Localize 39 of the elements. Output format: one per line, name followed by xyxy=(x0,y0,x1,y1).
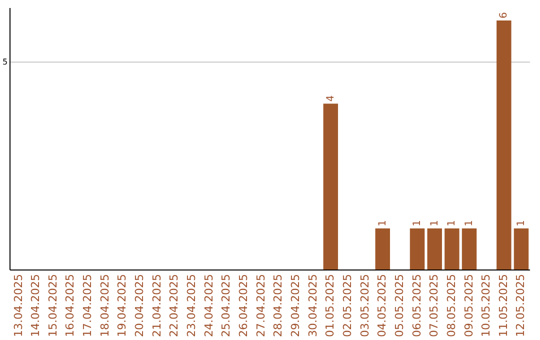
x-tick-label: 24.04.2025 xyxy=(202,274,216,337)
data-label: 1 xyxy=(377,220,388,226)
x-tick-label: 13.04.2025 xyxy=(12,274,25,337)
x-tick-label: 23.04.2025 xyxy=(185,274,198,337)
x-tick-label: 29.04.2025 xyxy=(288,274,302,337)
x-tick-label: 19.04.2025 xyxy=(116,274,129,337)
x-tick-label: 15.04.2025 xyxy=(46,274,60,337)
x-tick-label: 08.05.2025 xyxy=(444,274,458,337)
x-tick-label: 11.05.2025 xyxy=(496,274,510,337)
data-label: 1 xyxy=(412,220,424,226)
x-tick-label: 21.04.2025 xyxy=(150,274,164,337)
data-label: 1 xyxy=(516,220,527,226)
x-tick-label: 17.04.2025 xyxy=(81,274,94,337)
x-tick-label: 14.04.2025 xyxy=(29,274,42,337)
x-tick-label: 27.04.2025 xyxy=(254,274,268,337)
data-label: 1 xyxy=(464,220,475,226)
data-label: 4 xyxy=(325,95,336,102)
x-tick-label: 22.04.2025 xyxy=(168,274,181,337)
x-tick-label: 26.04.2025 xyxy=(237,274,250,337)
x-tick-label: 20.04.2025 xyxy=(133,274,146,337)
data-label: 1 xyxy=(446,220,458,226)
x-tick-label: 03.05.2025 xyxy=(358,274,372,337)
x-tick-label: 05.05.2025 xyxy=(392,274,406,337)
x-tick-label: 06.05.2025 xyxy=(410,274,424,337)
x-tick-label: 16.04.2025 xyxy=(64,274,77,337)
x-tick-label: 10.05.2025 xyxy=(480,274,493,337)
x-tick-label: 30.04.2025 xyxy=(306,274,320,337)
x-tick-label: 09.05.2025 xyxy=(462,274,476,337)
data-label: 6 xyxy=(498,12,510,18)
x-tick-label: 12.05.2025 xyxy=(514,274,528,337)
x-tick-label: 02.05.2025 xyxy=(340,274,354,337)
x-tick-label: 18.04.2025 xyxy=(98,274,112,337)
x-tick-label: 04.05.2025 xyxy=(376,274,389,337)
y-tick-label: 5 xyxy=(2,57,8,66)
x-tick-label: 07.05.2025 xyxy=(428,274,441,337)
x-tick-label: 01.05.2025 xyxy=(324,274,337,337)
data-label: 1 xyxy=(429,220,440,226)
x-tick-label: 28.04.2025 xyxy=(272,274,285,337)
x-tick-label: 25.04.2025 xyxy=(220,274,233,337)
